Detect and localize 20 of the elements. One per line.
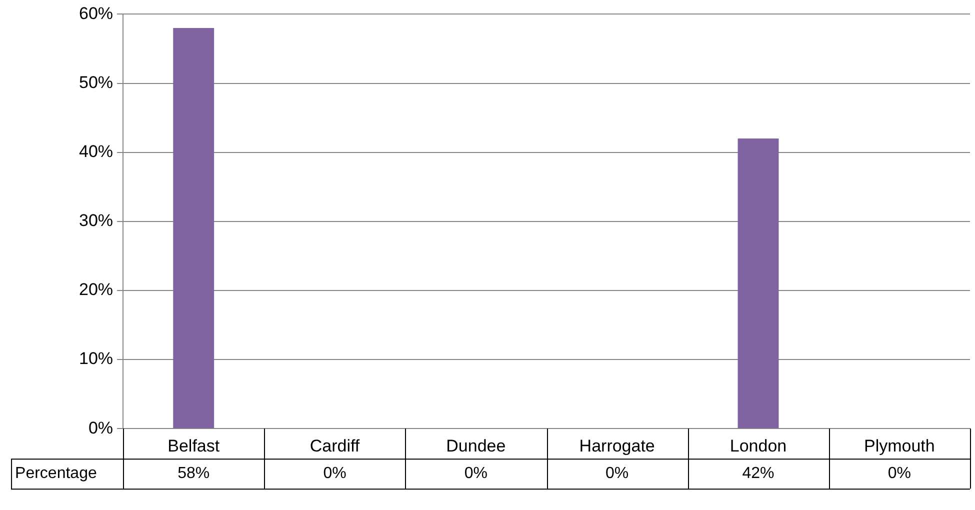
data-label: 0% bbox=[606, 465, 629, 482]
y-tick-label: 30% bbox=[78, 211, 114, 230]
y-tick-label: 60% bbox=[78, 4, 114, 23]
x-tick-label: Plymouth bbox=[864, 436, 935, 456]
y-tick-label: 20% bbox=[78, 280, 114, 300]
y-tick-label: 50% bbox=[78, 72, 114, 92]
x-tick-label: London bbox=[730, 436, 787, 456]
data-label: 42% bbox=[742, 465, 774, 482]
y-tick-label: 10% bbox=[78, 349, 114, 368]
x-tick-label: Harrogate bbox=[579, 436, 655, 456]
data-label: 0% bbox=[888, 465, 911, 482]
data-label: 0% bbox=[464, 465, 488, 482]
x-tick-label: Dundee bbox=[446, 436, 506, 456]
data-label: 0% bbox=[323, 465, 346, 482]
data-label: 58% bbox=[178, 465, 210, 482]
text: Percentage bbox=[15, 465, 97, 482]
x-tick-label: Belfast bbox=[168, 436, 220, 456]
y-tick-label: 40% bbox=[78, 142, 114, 162]
y-tick-label: 0% bbox=[88, 418, 114, 438]
x-tick-label: Cardiff bbox=[310, 436, 360, 456]
